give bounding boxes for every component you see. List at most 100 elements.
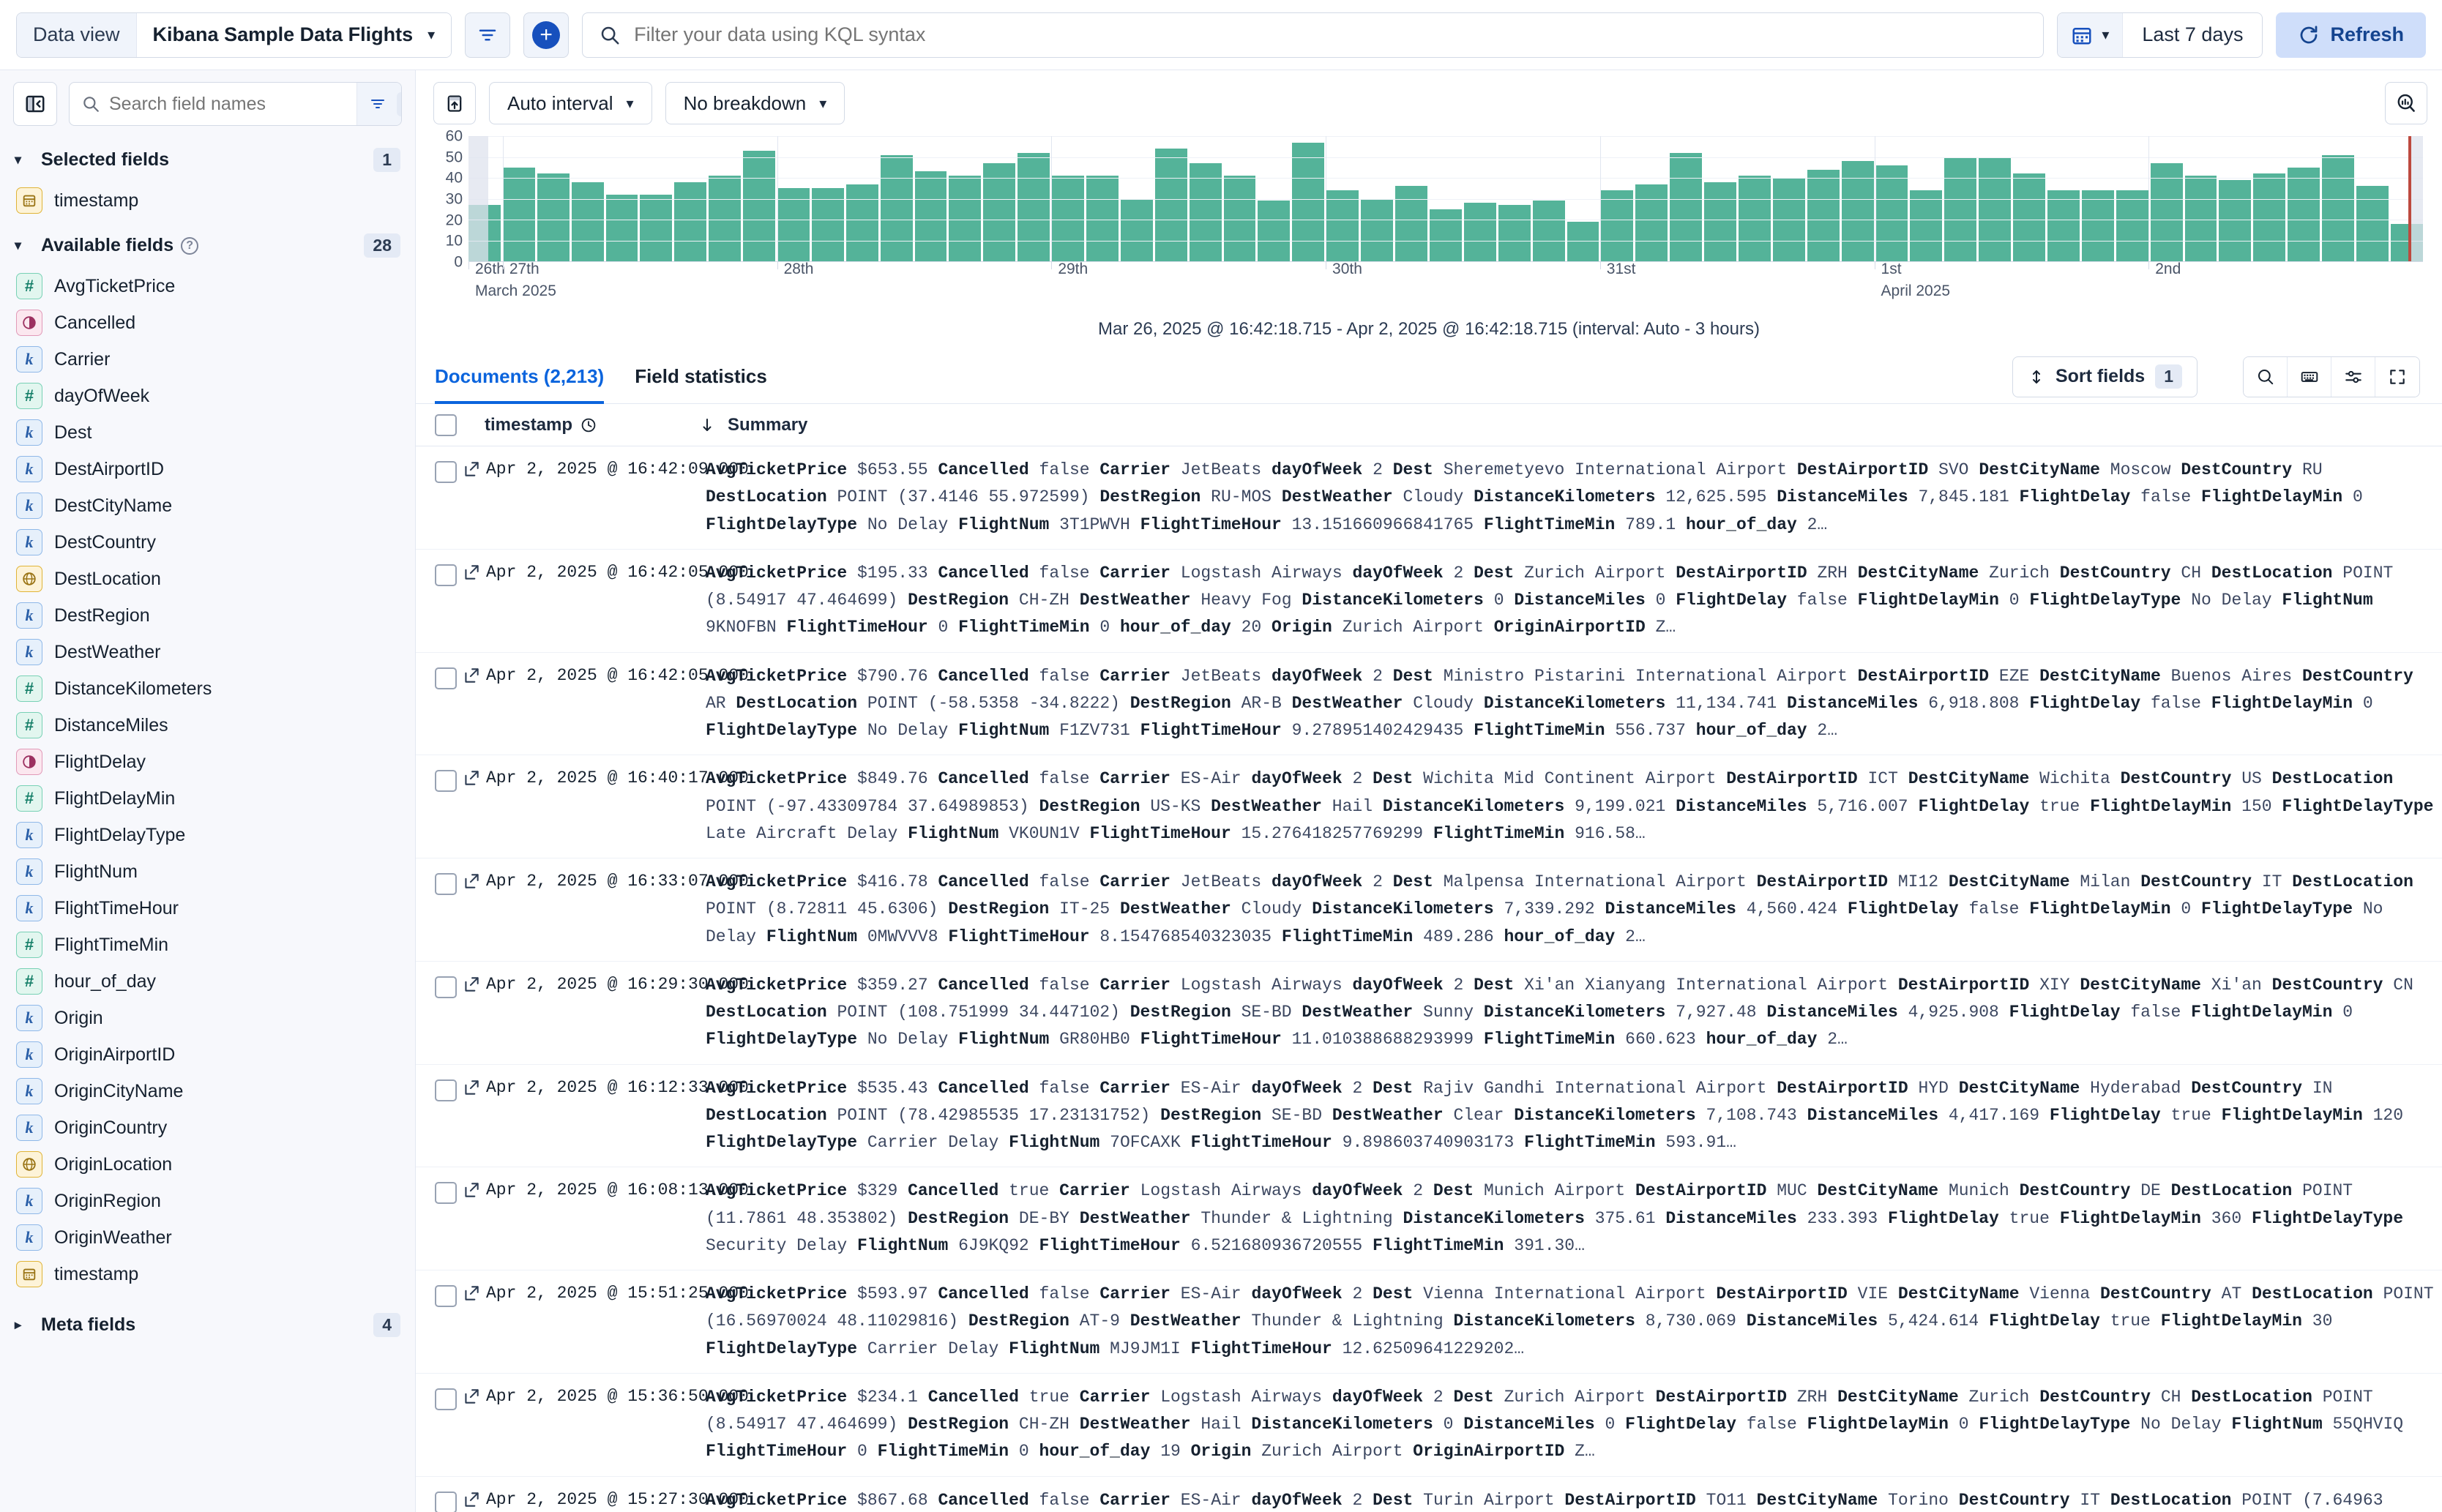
row-select-checkbox[interactable] xyxy=(435,1388,457,1410)
sidebar-field-origincityname[interactable]: k OriginCityName xyxy=(0,1073,415,1109)
bar[interactable] xyxy=(1463,203,1496,261)
bar[interactable] xyxy=(537,173,570,261)
bar[interactable] xyxy=(2013,173,2045,261)
interval-selector[interactable]: Auto interval ▾ xyxy=(489,82,652,124)
sidebar-field-originlocation[interactable]: OriginLocation xyxy=(0,1146,415,1183)
kql-query-bar[interactable] xyxy=(582,12,2045,58)
sidebar-field-destlocation[interactable]: DestLocation xyxy=(0,561,415,597)
bar[interactable] xyxy=(1223,176,1256,261)
bar[interactable] xyxy=(743,150,776,261)
bar[interactable] xyxy=(2150,163,2183,261)
bar[interactable] xyxy=(2253,173,2286,261)
table-row[interactable]: Apr 2, 2025 @ 16:08:13.000 AvgTicketPrice… xyxy=(416,1167,2442,1270)
grid-search-button[interactable] xyxy=(2244,356,2288,397)
date-quick-menu[interactable]: ▾ xyxy=(2058,12,2124,57)
sidebar-field-flighttimehour[interactable]: k FlightTimeHour xyxy=(0,890,415,927)
expand-row-button[interactable] xyxy=(457,872,486,891)
time-picker[interactable]: ▾ Last 7 days xyxy=(2057,12,2263,58)
add-filter-button[interactable] xyxy=(465,12,511,58)
expand-row-button[interactable] xyxy=(457,1180,486,1200)
row-select-checkbox[interactable] xyxy=(435,1285,457,1307)
bar[interactable] xyxy=(914,171,947,261)
sidebar-field-carrier[interactable]: k Carrier xyxy=(0,341,415,378)
sidebar-field-flightdelay[interactable]: FlightDelay xyxy=(0,744,415,780)
sidebar-field-originairportid[interactable]: k OriginAirportID xyxy=(0,1036,415,1073)
bar[interactable] xyxy=(2081,190,2114,261)
bar[interactable] xyxy=(605,194,638,261)
expand-row-button[interactable] xyxy=(457,1284,486,1303)
table-row[interactable]: Apr 2, 2025 @ 16:12:33.000 AvgTicketPrice… xyxy=(416,1065,2442,1168)
sidebar-field-destcityname[interactable]: k DestCityName xyxy=(0,487,415,524)
column-header-timestamp[interactable]: timestamp xyxy=(457,415,698,435)
bar[interactable] xyxy=(1910,190,1943,261)
bar[interactable] xyxy=(2322,154,2354,261)
row-select-checkbox[interactable] xyxy=(435,461,457,483)
row-select-checkbox[interactable] xyxy=(435,1079,457,1101)
date-range-value[interactable]: Last 7 days xyxy=(2142,23,2244,45)
sidebar-field-originweather[interactable]: k OriginWeather xyxy=(0,1219,415,1256)
bar[interactable] xyxy=(811,188,844,261)
expand-row-button[interactable] xyxy=(457,460,486,479)
bar[interactable] xyxy=(1738,176,1771,261)
bar[interactable] xyxy=(2184,176,2217,261)
select-all-checkbox[interactable] xyxy=(435,413,457,436)
display-options-button[interactable] xyxy=(2331,356,2375,397)
table-row[interactable]: Apr 2, 2025 @ 16:42:05.000 AvgTicketPrice… xyxy=(416,653,2442,756)
available-fields-header[interactable]: ▾ Available fields ? 28 xyxy=(0,219,415,268)
bar[interactable] xyxy=(1635,184,1668,261)
expand-row-button[interactable] xyxy=(457,975,486,994)
bar[interactable] xyxy=(1018,152,1050,261)
bar[interactable] xyxy=(1601,190,1634,261)
table-row[interactable]: Apr 2, 2025 @ 16:29:30.000 AvgTicketPrice… xyxy=(416,962,2442,1065)
expand-row-button[interactable] xyxy=(457,1387,486,1406)
tab-documents[interactable]: Documents (2,213) xyxy=(435,350,605,404)
table-row[interactable]: Apr 2, 2025 @ 16:40:17.000 AvgTicketPrice… xyxy=(416,755,2442,858)
sidebar-field-distancemiles[interactable]: # DistanceMiles xyxy=(0,707,415,744)
keyboard-shortcuts-button[interactable] xyxy=(2288,356,2331,397)
bar[interactable] xyxy=(949,176,982,261)
collapse-sidebar-button[interactable] xyxy=(13,82,57,126)
bar[interactable] xyxy=(1361,198,1394,261)
bar[interactable] xyxy=(1120,198,1153,261)
kql-search-input[interactable] xyxy=(634,23,2028,46)
bar[interactable] xyxy=(1841,161,1874,261)
expand-row-button[interactable] xyxy=(457,563,486,582)
sidebar-field-flightdelaytype[interactable]: k FlightDelayType xyxy=(0,817,415,853)
column-header-summary[interactable]: Summary xyxy=(698,415,807,435)
sidebar-field-flightnum[interactable]: k FlightNum xyxy=(0,853,415,890)
expand-row-button[interactable] xyxy=(457,1078,486,1097)
bar[interactable] xyxy=(1258,201,1291,261)
bar[interactable] xyxy=(1052,176,1085,261)
sidebar-field-cancelled[interactable]: Cancelled xyxy=(0,304,415,341)
bar[interactable] xyxy=(640,194,673,261)
bar[interactable] xyxy=(1086,176,1119,261)
histogram[interactable]: 0 10 20 30 40 50 60 26th March 2025 27th 28th 29th… xyxy=(416,129,2442,350)
bar[interactable] xyxy=(2356,186,2389,261)
bar-plot[interactable] xyxy=(468,136,2423,262)
sidebar-field-avgticketprice[interactable]: # AvgTicketPrice xyxy=(0,268,415,304)
bar[interactable] xyxy=(2219,179,2252,261)
bar[interactable] xyxy=(1326,190,1359,261)
bar[interactable] xyxy=(1189,163,1222,261)
meta-fields-header[interactable]: ▸ Meta fields 4 xyxy=(0,1300,415,1350)
search-field-names-input[interactable] xyxy=(109,93,345,115)
table-row[interactable]: Apr 2, 2025 @ 16:42:09.000 AvgTicketPrice… xyxy=(416,446,2442,550)
row-select-checkbox[interactable] xyxy=(435,1182,457,1205)
bar[interactable] xyxy=(502,167,535,261)
bar[interactable] xyxy=(1807,169,1840,261)
bar[interactable] xyxy=(2116,190,2148,261)
data-view-selector[interactable]: Data view Kibana Sample Data Flights ▾ xyxy=(16,12,452,58)
field-type-filter-button[interactable]: 0 xyxy=(356,83,401,125)
bar[interactable] xyxy=(2288,167,2320,261)
bar[interactable] xyxy=(2047,190,2080,261)
bar[interactable] xyxy=(1567,221,1599,261)
bar[interactable] xyxy=(1154,149,1187,261)
table-row[interactable]: Apr 2, 2025 @ 16:33:07.000 AvgTicketPrice… xyxy=(416,858,2442,962)
row-select-checkbox[interactable] xyxy=(435,564,457,586)
expand-row-button[interactable] xyxy=(457,768,486,787)
sidebar-field-dest[interactable]: k Dest xyxy=(0,414,415,451)
bar[interactable] xyxy=(880,154,913,261)
bar[interactable] xyxy=(1498,205,1531,261)
bar[interactable] xyxy=(1704,181,1736,261)
sidebar-field-destairportid[interactable]: k DestAirportID xyxy=(0,451,415,487)
